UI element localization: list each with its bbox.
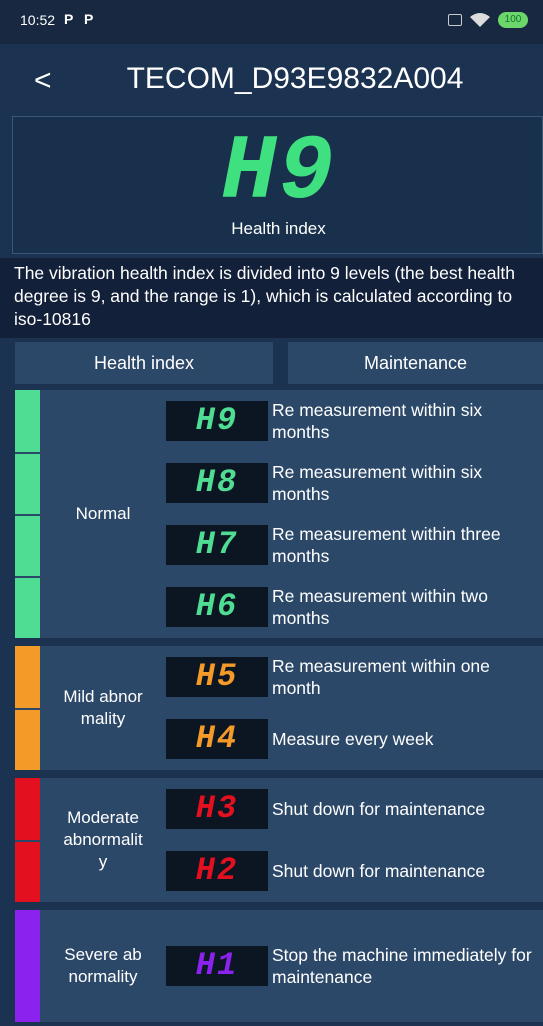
- group-label-line: Moderate: [67, 808, 139, 827]
- maintenance-text: Re measurement within two months: [272, 586, 488, 628]
- maintenance-text: Stop the machine immediately for mainten…: [272, 945, 532, 987]
- group-background: [15, 778, 543, 902]
- status-icon: P: [64, 11, 74, 27]
- group-background: [15, 390, 543, 638]
- maintenance-text: Shut down for maintenance: [272, 861, 486, 881]
- hero-label: Health index: [231, 219, 326, 238]
- group-label-line: Mild abnor: [63, 687, 143, 706]
- group-label: Moderate abnormalit y: [42, 778, 164, 902]
- back-button[interactable]: <: [34, 64, 52, 97]
- level-stripe: [15, 842, 40, 902]
- level-stripe: [15, 710, 40, 770]
- status-bar: 10:52 P P 100: [0, 0, 543, 44]
- group-label-line: Severe ab: [64, 945, 142, 964]
- sim-icon: [448, 14, 462, 26]
- group-label: Normal: [42, 390, 164, 638]
- level-code: H7: [166, 525, 268, 565]
- group-label-line: abnormalit: [63, 830, 143, 849]
- level-code: H6: [166, 587, 268, 627]
- maintenance-text: Re measurement within one month: [272, 656, 490, 698]
- level-stripe: [15, 390, 40, 452]
- level-code: H2: [166, 851, 268, 891]
- group-label-line: normality: [68, 967, 138, 986]
- level-stripe: [15, 454, 40, 514]
- group-label-line: mality: [80, 709, 126, 728]
- description: The vibration health index is divided in…: [0, 258, 543, 338]
- table-header: Health index: [15, 342, 273, 384]
- table-header: Maintenance: [288, 342, 543, 384]
- level-stripe: [15, 910, 40, 1022]
- group-label: Severe ab normality: [42, 910, 164, 1022]
- maintenance-text: Shut down for maintenance: [272, 799, 486, 819]
- maintenance-text: Re measurement within three months: [272, 524, 501, 566]
- level-stripe: [15, 516, 40, 576]
- group-label-line: Normal: [75, 504, 131, 523]
- wifi-icon: [470, 13, 490, 27]
- group-background: [15, 910, 543, 1022]
- level-code: H4: [166, 719, 268, 759]
- maintenance-text: Measure every week: [272, 729, 434, 749]
- level-code: H5: [166, 657, 268, 697]
- status-icon: P: [84, 11, 94, 27]
- hero-card: H9 Health index: [12, 116, 543, 254]
- hero-code: H9: [221, 120, 336, 225]
- battery: 100: [498, 12, 528, 28]
- maintenance-text: Re measurement within six months: [272, 462, 483, 504]
- page-title: TECOM_D93E9832A004: [126, 62, 464, 95]
- level-stripe: [15, 578, 40, 638]
- group-background: [15, 646, 543, 770]
- level-code: H1: [166, 946, 268, 986]
- level-code: H8: [166, 463, 268, 503]
- level-stripe: [15, 778, 40, 840]
- level-code: H3: [166, 789, 268, 829]
- level-stripe: [15, 646, 40, 708]
- level-code: H9: [166, 401, 268, 441]
- time: 10:52: [20, 12, 56, 28]
- group-label: Mild abnor mality: [42, 646, 164, 770]
- group-label-line: y: [98, 852, 108, 871]
- maintenance-text: Re measurement within six months: [272, 400, 483, 442]
